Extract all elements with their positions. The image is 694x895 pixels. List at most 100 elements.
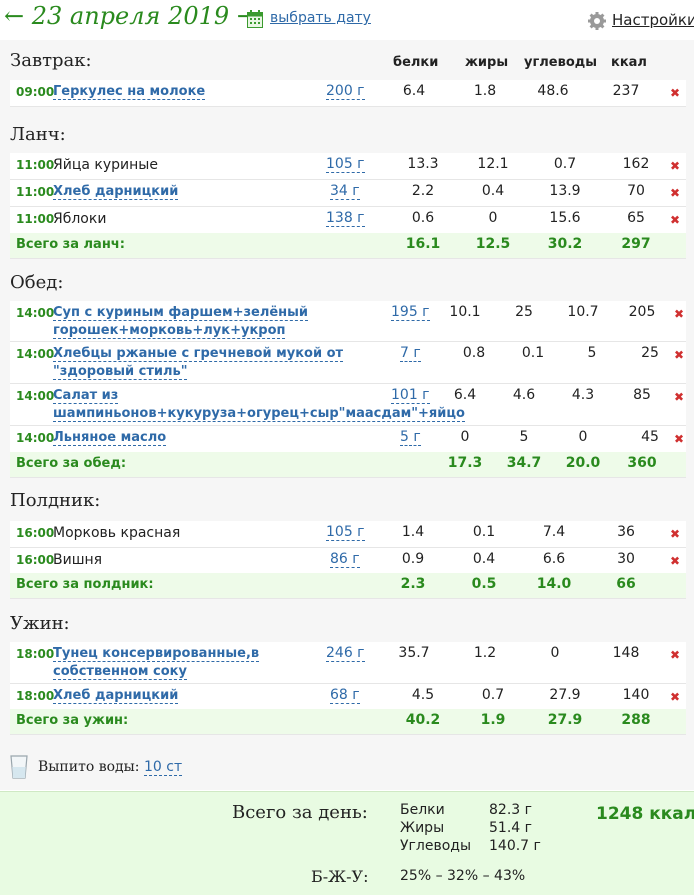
delete-icon[interactable]: ✖ xyxy=(670,213,681,227)
food-name-link[interactable]: Льняное масло xyxy=(53,430,167,446)
meal-title-dinner: Обед: xyxy=(10,272,64,293)
meal-total-label: Всего за ужин: xyxy=(16,713,129,728)
gear-icon[interactable] xyxy=(588,12,606,30)
delete-icon[interactable]: ✖ xyxy=(670,648,681,662)
meal-total-row: Всего за обед: 17.3 34.7 20.0 360 xyxy=(10,452,686,478)
food-name-link[interactable]: Хлебцы ржаные с гречневой мукой от "здоро… xyxy=(53,346,344,380)
protein-total: 16.1 xyxy=(405,236,441,252)
protein-value: 1.4 xyxy=(401,524,425,540)
food-name-link[interactable]: Салат из шампиньонов+кукуруза+огурец+сыр"… xyxy=(53,388,465,422)
food-name: Морковь красная xyxy=(53,525,181,541)
meal-total-label: Всего за полдник: xyxy=(16,577,154,592)
fat-value: 1.2 xyxy=(473,645,497,661)
meal-title-snack: Полдник: xyxy=(10,490,101,511)
food-time: 14:00 xyxy=(16,431,55,445)
kcal-total: 288 xyxy=(621,712,651,728)
summary-fat-value: 51.4 г xyxy=(489,820,532,836)
carbs-value: 0.7 xyxy=(553,156,577,172)
food-quantity[interactable]: 86 г xyxy=(330,551,360,568)
protein-value: 10.1 xyxy=(449,304,481,320)
delete-icon[interactable]: ✖ xyxy=(670,690,681,704)
delete-icon[interactable]: ✖ xyxy=(674,307,685,321)
food-quantity[interactable]: 5 г xyxy=(400,429,421,446)
delete-icon[interactable]: ✖ xyxy=(670,159,681,173)
carbs-value: 48.6 xyxy=(537,83,569,99)
delete-icon[interactable]: ✖ xyxy=(670,527,681,541)
meal-title-supper: Ужин: xyxy=(10,613,70,634)
summary-carbs-label: Углеводы xyxy=(400,838,471,854)
food-quantity[interactable]: 105 г xyxy=(326,524,365,541)
food-time: 18:00 xyxy=(16,647,55,661)
food-quantity[interactable]: 7 г xyxy=(400,345,421,362)
food-row: 14:00 Хлебцы ржаные с гречневой мукой от… xyxy=(10,342,686,384)
delete-icon[interactable]: ✖ xyxy=(674,390,685,404)
carbs-total: 27.9 xyxy=(547,712,583,728)
pick-date-link[interactable]: выбрать дату xyxy=(270,10,371,26)
kcal-value: 45 xyxy=(641,429,659,445)
food-name-link[interactable]: Тунец консервированные,в собственном соку xyxy=(53,646,260,680)
food-row: 11:00 Яблоки 138 г 0.6 0 15.6 65 ✖ xyxy=(10,207,686,234)
kcal-total: 360 xyxy=(627,455,657,471)
carbs-value: 15.6 xyxy=(549,210,581,226)
calendar-icon[interactable] xyxy=(247,10,263,28)
carbs-value: 0 xyxy=(578,429,588,445)
protein-value: 6.4 xyxy=(402,83,426,99)
food-row: 11:00 Яйца куриные 105 г 13.3 12.1 0.7 1… xyxy=(10,153,686,180)
carbs-total: 14.0 xyxy=(536,576,572,592)
protein-value: 2.2 xyxy=(411,183,435,199)
delete-icon[interactable]: ✖ xyxy=(670,186,681,200)
food-name-link[interactable]: Хлеб дарницкий xyxy=(53,688,179,704)
food-name-link[interactable]: Хлеб дарницкий xyxy=(53,184,179,200)
food-quantity[interactable]: 200 г xyxy=(326,83,365,100)
carbs-value: 10.7 xyxy=(567,304,599,320)
food-name: Вишня xyxy=(53,552,103,568)
food-row: 16:00 Морковь красная 105 г 1.4 0.1 7.4 … xyxy=(10,521,686,548)
fat-value: 0 xyxy=(488,210,498,226)
food-quantity[interactable]: 34 г xyxy=(330,183,360,200)
delete-icon[interactable]: ✖ xyxy=(674,348,685,362)
delete-icon[interactable]: ✖ xyxy=(670,554,681,568)
fat-value: 1.8 xyxy=(473,83,497,99)
food-name-link[interactable]: Суп с куриным фаршем+зелёный горошек+морк… xyxy=(53,305,309,339)
kcal-value: 36 xyxy=(617,524,635,540)
food-quantity[interactable]: 101 г xyxy=(391,387,430,404)
food-quantity[interactable]: 68 г xyxy=(330,687,360,704)
fat-value: 0.1 xyxy=(521,345,545,361)
kcal-value: 140 xyxy=(622,687,650,703)
kcal-total: 297 xyxy=(621,236,651,252)
fat-value: 0.7 xyxy=(481,687,505,703)
food-row: 09:00 Геркулес на молоке 200 г 6.4 1.8 4… xyxy=(10,80,686,107)
fat-value: 0.4 xyxy=(481,183,505,199)
food-quantity[interactable]: 138 г xyxy=(326,210,365,227)
food-time: 14:00 xyxy=(16,306,55,320)
protein-value: 6.4 xyxy=(453,387,477,403)
carbs-value: 4.3 xyxy=(571,387,595,403)
fat-value: 25 xyxy=(515,304,533,320)
kcal-total: 66 xyxy=(616,576,636,592)
food-name: Яйца куриные xyxy=(53,157,158,173)
food-row: 14:00 Салат из шампиньонов+кукуруза+огуре… xyxy=(10,384,686,426)
water-amount[interactable]: 10 ст xyxy=(144,759,183,776)
kcal-value: 162 xyxy=(622,156,650,172)
food-name-link[interactable]: Геркулес на молоке xyxy=(53,84,206,100)
food-quantity[interactable]: 246 г xyxy=(326,645,365,662)
delete-icon[interactable]: ✖ xyxy=(674,432,685,446)
meal-title-breakfast: Завтрак: xyxy=(10,50,92,71)
prev-day-arrow[interactable]: ← xyxy=(4,2,25,30)
settings-link[interactable]: Настройки xyxy=(612,11,694,29)
kcal-value: 237 xyxy=(612,83,640,99)
day-summary-title: Всего за день: xyxy=(232,802,368,823)
delete-icon[interactable]: ✖ xyxy=(670,86,681,100)
kcal-value: 65 xyxy=(627,210,645,226)
food-quantity[interactable]: 105 г xyxy=(326,156,365,173)
summary-protein-value: 82.3 г xyxy=(489,802,532,818)
meal-total-label: Всего за обед: xyxy=(16,456,127,471)
kcal-value: 148 xyxy=(612,645,640,661)
summary-fat-label: Жиры xyxy=(400,820,445,836)
fat-value: 5 xyxy=(519,429,529,445)
carbs-total: 20.0 xyxy=(565,455,601,471)
water-glass-icon[interactable] xyxy=(10,755,28,779)
food-quantity[interactable]: 195 г xyxy=(391,304,430,321)
water-label: Выпито воды: xyxy=(38,759,140,775)
fat-value: 12.1 xyxy=(477,156,509,172)
